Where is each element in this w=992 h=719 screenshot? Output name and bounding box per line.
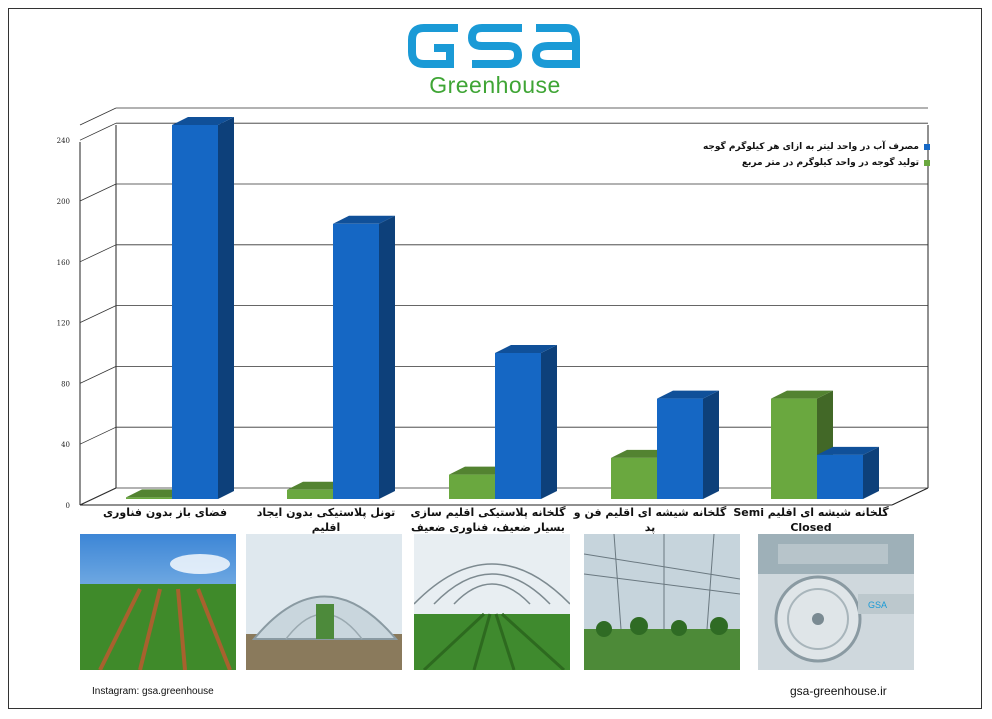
gsa-logo-mark-icon: [408, 24, 580, 68]
bar-1-2: [495, 353, 541, 499]
x-category-label-line: گلخانه شیشه ای اقلیم فن و پد: [573, 506, 727, 534]
bar-top-0-4: [771, 390, 833, 399]
y-tick-label: 0: [66, 502, 70, 510]
semi-closed-greenhouse-fan-photo: GSA: [758, 534, 914, 670]
gsa-logo: Greenhouse: [400, 18, 590, 98]
x-category-label-line: تونل پلاستیکی بدون ایجاد اقلیم: [256, 506, 396, 534]
bar-1-4: [817, 454, 863, 499]
gridline-side: [79, 244, 117, 263]
plastic-tunnel-photo: [246, 534, 402, 670]
gridline-side: [79, 122, 117, 141]
bar-0-1: [287, 489, 333, 499]
gridline-side: [79, 366, 117, 384]
bar-side-1-4: [863, 446, 879, 499]
legend-item: تولید گوجه در واحد کیلوگرم در متر مربع: [690, 158, 930, 168]
bar-top-1-4: [817, 446, 879, 455]
bar-top-1-0: [172, 117, 234, 125]
bar-side-1-0: [218, 117, 234, 499]
y-tick-label: 160: [57, 259, 70, 267]
bar-0-2: [449, 474, 495, 499]
glass-greenhouse-fan-pad-photo: [584, 534, 740, 670]
x-category-label-line: فضای باز بدون فناوری: [102, 506, 228, 519]
instagram-handle: Instagram: gsa.greenhouse: [92, 686, 214, 697]
bar-1-3: [657, 398, 703, 499]
legend-label: مصرف آب در واحد لیتر به ازای هر کیلوگرم …: [702, 142, 919, 152]
bar-top-1-1: [333, 215, 395, 224]
y-tick-label: 40: [61, 441, 70, 449]
y-tick-label: 80: [61, 380, 70, 388]
gridline-side: [79, 305, 117, 323]
y-tick-label: 120: [57, 320, 70, 328]
x-category-label-line: گلخانه شیشه ای اقلیم Semi Closed: [733, 506, 889, 534]
bar-side-1-3: [703, 390, 719, 499]
x-category-label-line: گلخانه پلاستیکی اقلیم سازی: [410, 506, 566, 519]
open-field-pepper-photo: [80, 534, 236, 670]
bar-top-1-3: [657, 390, 719, 399]
legend-item: مصرف آب در واحد لیتر به ازای هر کیلوگرم …: [690, 142, 930, 152]
bar-0-0: [126, 497, 172, 499]
logo-subtitle: Greenhouse: [429, 72, 561, 98]
bar-side-1-2: [541, 345, 557, 499]
y-tick-label: 200: [57, 198, 70, 206]
svg-text:GSA: GSA: [868, 600, 887, 610]
x-category-label: فضای باز بدون فناوری: [85, 505, 245, 520]
bar-1-0: [172, 125, 218, 499]
bar-0-3: [611, 457, 657, 499]
website-url[interactable]: gsa-greenhouse.ir: [790, 684, 887, 698]
gridline-side: [79, 183, 117, 202]
bar-top-1-2: [495, 345, 557, 353]
legend-label: تولید گوجه در واحد کیلوگرم در متر مربع: [741, 158, 919, 168]
x-category-label: گلخانه پلاستیکی اقلیم سازی بسیار ضعیف، فن…: [408, 505, 568, 535]
y-tick-label: 240: [57, 137, 70, 145]
legend-swatch: [924, 159, 930, 166]
bar-0-4: [771, 398, 817, 499]
gridline-side: [79, 426, 117, 445]
plastic-greenhouse-photo: [414, 534, 570, 670]
legend-swatch: [924, 143, 930, 150]
bar-side-1-1: [379, 215, 395, 500]
gridline-side: [79, 107, 117, 126]
x-category-label-line: بسیار ضعیف، فناوری ضعیف: [411, 521, 565, 534]
gridline-side: [79, 487, 117, 506]
bar-1-1: [333, 223, 379, 500]
floor-right-edge: [891, 487, 929, 506]
